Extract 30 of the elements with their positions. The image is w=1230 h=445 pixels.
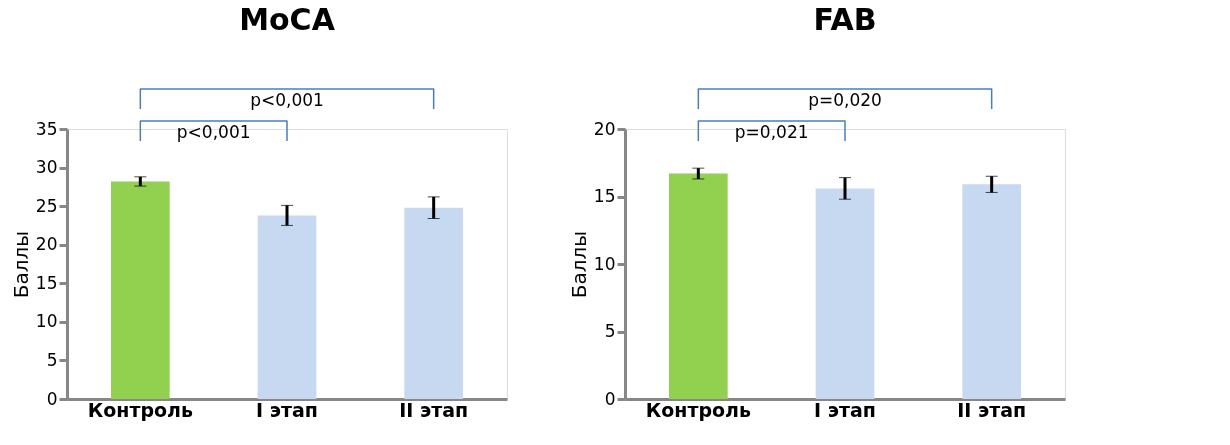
y-tick-label: 0 (46, 388, 58, 409)
y-tick-label: 5 (46, 349, 58, 370)
y-tick-label: 15 (593, 186, 616, 206)
text: p<0,001 (250, 90, 324, 110)
y-tick-label: 10 (35, 311, 58, 332)
y-tick-label: 0 (604, 388, 616, 409)
x-tick-label: Контроль (645, 398, 751, 421)
chart-title: FAB (813, 2, 877, 38)
x-tick-label: I этап (256, 398, 318, 421)
x-tick-label: I этап (814, 398, 876, 421)
bar (111, 181, 170, 399)
chart-title: MoCA (239, 2, 336, 38)
text: p=0,020 (808, 90, 882, 110)
y-tick-label: 15 (35, 272, 58, 293)
y-axis-title: Баллы (566, 230, 591, 299)
y-tick-label: 30 (35, 157, 58, 178)
annotation: p=0,021 (734, 122, 809, 142)
x-tick-label: II этап (957, 398, 1027, 421)
x-tick-label: Контроль (87, 398, 193, 421)
bar (257, 215, 317, 399)
y-tick-label: 20 (593, 118, 616, 139)
y-tick-label: 10 (593, 253, 616, 274)
y-axis-title: Баллы (8, 230, 33, 299)
bar (404, 207, 463, 399)
y-tick-label: 20 (35, 234, 58, 255)
y-tick-label: 5 (604, 321, 616, 341)
y-tick-label: 25 (35, 195, 58, 216)
x-tick-label: II этап (399, 398, 469, 421)
annotation: p<0,001 (176, 122, 251, 142)
y-tick-label: 35 (35, 118, 58, 139)
